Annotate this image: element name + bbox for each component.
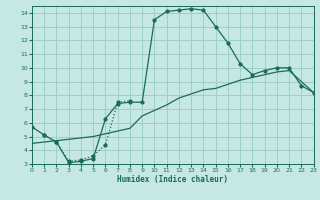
X-axis label: Humidex (Indice chaleur): Humidex (Indice chaleur) bbox=[117, 175, 228, 184]
